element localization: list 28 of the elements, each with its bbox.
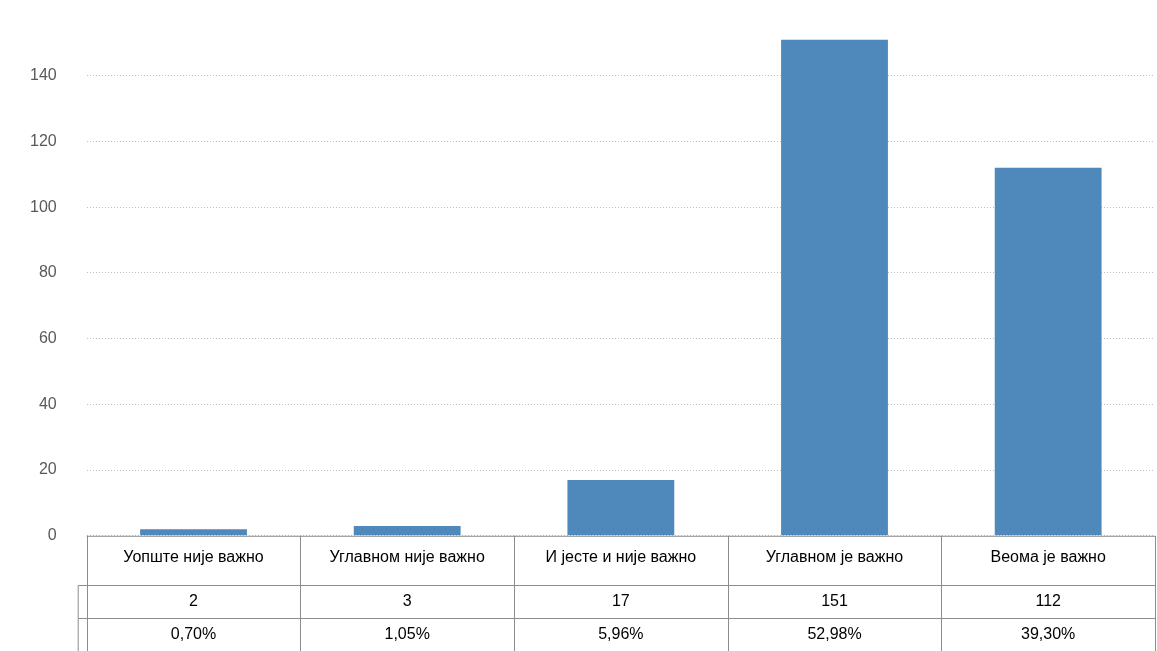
x-tick-label: Уопште није важно (123, 547, 264, 565)
text: 5,96% (598, 624, 644, 642)
y-tick-label: 60 (38, 329, 57, 347)
y-tick-label: 140 (29, 66, 57, 84)
y-tick-label: 40 (38, 394, 57, 412)
bar (140, 529, 247, 536)
data-label: 151 (821, 591, 848, 609)
x-tick-label: Углавном није важно (329, 547, 485, 565)
y-tick-label: 120 (29, 131, 57, 149)
y-tick-label: 80 (38, 263, 57, 281)
x-tick-label: Веома је важно (990, 547, 1106, 565)
data-label: 3 (402, 591, 412, 609)
text: 52,98% (807, 624, 862, 642)
data-label: 2 (189, 591, 199, 609)
x-tick-label: Углавном је важно (765, 547, 904, 565)
y-tick-label: 20 (38, 460, 57, 478)
text: 39,30% (1021, 624, 1076, 642)
data-label: 17 (611, 591, 630, 609)
data-label: 112 (1035, 591, 1062, 609)
y-tick-label: 0 (47, 526, 57, 544)
bar (353, 525, 461, 536)
text: 0,70% (170, 624, 217, 642)
bar (994, 167, 1102, 536)
text: 1,05% (384, 624, 430, 642)
y-tick-label: 100 (29, 197, 57, 215)
bar (567, 479, 675, 536)
x-tick-label: И јесте и није важно (545, 547, 697, 565)
bar (781, 39, 888, 536)
